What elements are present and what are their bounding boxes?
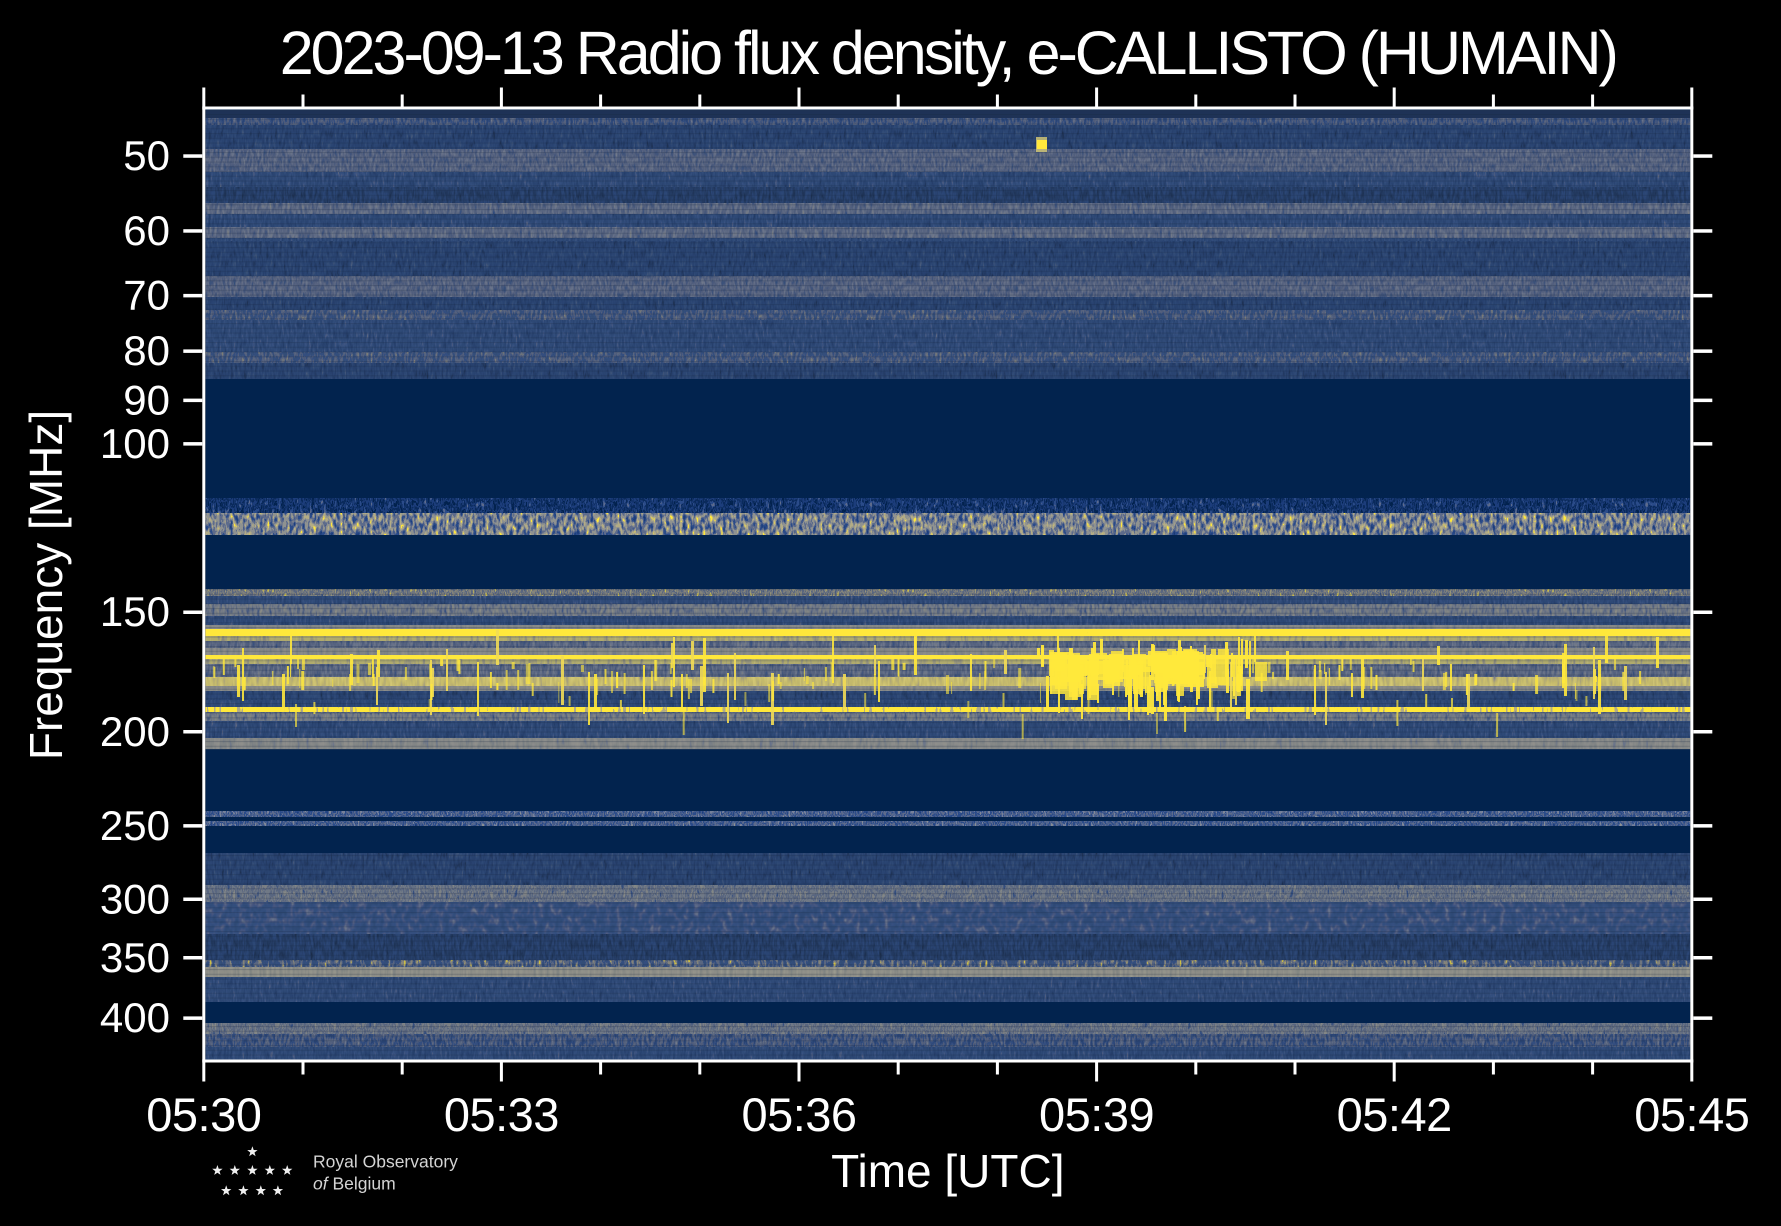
svg-text:05:45: 05:45 (1634, 1088, 1749, 1141)
svg-text:150: 150 (100, 588, 170, 635)
svg-text:Time [UTC]: Time [UTC] (831, 1145, 1064, 1197)
svg-text:350: 350 (100, 934, 170, 981)
svg-text:300: 300 (100, 875, 170, 922)
svg-text:05:30: 05:30 (146, 1088, 261, 1141)
svg-text:Frequency [MHz]: Frequency [MHz] (20, 410, 72, 760)
svg-text:05:42: 05:42 (1337, 1088, 1452, 1141)
svg-text:90: 90 (123, 376, 170, 423)
svg-text:05:39: 05:39 (1039, 1088, 1154, 1141)
svg-text:80: 80 (123, 327, 170, 374)
svg-text:50: 50 (123, 132, 170, 179)
svg-text:60: 60 (123, 207, 170, 254)
svg-text:70: 70 (123, 272, 170, 319)
svg-text:of Belgium: of Belgium (313, 1174, 396, 1194)
svg-text:250: 250 (100, 802, 170, 849)
svg-text:200: 200 (100, 708, 170, 755)
svg-text:2023-09-13 Radio flux density,: 2023-09-13 Radio flux density, e-CALLIST… (280, 19, 1616, 87)
svg-text:05:36: 05:36 (741, 1088, 856, 1141)
svg-text:Royal Observatory: Royal Observatory (313, 1152, 458, 1172)
svg-text:100: 100 (100, 420, 170, 467)
svg-text:05:33: 05:33 (444, 1088, 559, 1141)
svg-text:400: 400 (100, 994, 170, 1041)
